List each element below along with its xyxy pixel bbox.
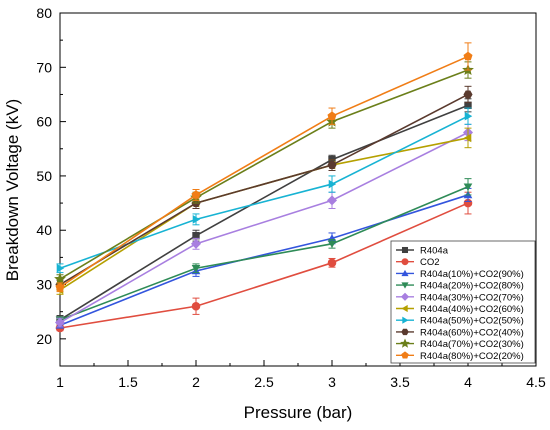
x-tick-label: 1 [56,374,64,390]
x-tick-label: 3.5 [390,374,410,390]
legend-label: R404a(70%)+CO2(30%) [420,339,524,350]
legend-marker [401,304,408,313]
y-axis: 20 30 40 50 60 70 80 [36,5,66,367]
legend-box [390,240,536,364]
data-point [463,90,473,99]
legend-marker [401,282,409,289]
data-point [54,272,66,285]
legend-marker [401,246,409,254]
legend-label: R404a(30%)+CO2(70%) [420,292,524,303]
series-line [59,202,469,329]
data-point [326,195,338,206]
legend-label: R404a(20%)+CO2(80%) [420,281,524,292]
legend-item: R404a(10%)+CO2(90%) [396,269,524,280]
series-line [59,69,469,280]
legend-marker [402,316,409,324]
legend-label: R404a(80%)+CO2(20%) [420,351,524,362]
y-tick-label: 80 [36,5,52,21]
legend-item: R404a(70%)+CO2(30%) [396,338,524,350]
legend-marker [400,338,410,348]
data-point [192,215,201,224]
series-line [59,186,469,321]
x-tick-label: 2.5 [254,374,274,390]
legend-label: CO2 [420,257,440,268]
data-point [463,183,473,191]
x-tick-label: 3 [328,374,336,390]
legend-item: R404a(30%)+CO2(70%) [396,292,524,303]
data-point [327,258,337,268]
y-axis-title: Breakdown Voltage (kV) [3,99,22,281]
series-line [59,194,469,327]
series-line [59,93,469,286]
legend-marker [401,328,409,336]
series-line [59,131,469,324]
legend-marker [401,351,409,359]
y-tick-label: 20 [36,331,52,347]
legend-label: R404a(50%)+CO2(50%) [420,316,524,327]
data-point [191,190,201,199]
data-point [463,51,473,61]
x-tick-label: 4.5 [526,374,546,390]
legend-item: R404a(40%)+CO2(60%) [396,304,524,315]
legend-item: CO2 [396,257,440,268]
y-tick-label: 30 [36,277,52,293]
data-point [56,263,65,273]
x-tick-label: 4 [464,374,472,390]
series-line [59,104,469,321]
legend-marker [401,258,409,266]
legend-label: R404a(40%)+CO2(60%) [420,304,524,315]
legend-item: R404a [396,246,449,257]
legend-marker [401,269,409,277]
legend: R404aCO2R404a(10%)+CO2(90%)R404a(20%)+CO… [390,240,536,364]
data-point [191,301,201,311]
legend-item: R404a(50%)+CO2(50%) [396,316,524,327]
y-tick-label: 40 [36,222,52,238]
data-point [55,282,65,292]
y-tick-label: 50 [36,168,52,184]
legend-label: R404a(60%)+CO2(40%) [420,327,524,338]
data-point [54,317,66,328]
series-line [59,55,469,288]
data-point [464,111,473,121]
data-point [327,111,337,121]
series-10 [55,42,473,293]
legend-label: R404a(10%)+CO2(90%) [420,269,524,280]
x-tick-label: 1.5 [118,374,138,390]
data-point [463,133,472,143]
legend-item: R404a(20%)+CO2(80%) [396,281,524,292]
y-tick-label: 60 [36,114,52,130]
legend-marker [400,292,410,301]
data-point [190,238,202,249]
series-layer [54,42,474,333]
legend-item: R404a(60%)+CO2(40%) [396,327,524,338]
y-tick-label: 70 [36,59,52,75]
data-point [328,179,337,189]
x-axis-title: Pressure (bar) [244,403,353,422]
data-point [191,264,201,273]
legend-item: R404a(80%)+CO2(20%) [396,351,524,362]
legend-label: R404a [420,246,449,257]
x-tick-label: 2 [192,374,200,390]
data-point [327,161,337,169]
data-point [327,240,337,249]
